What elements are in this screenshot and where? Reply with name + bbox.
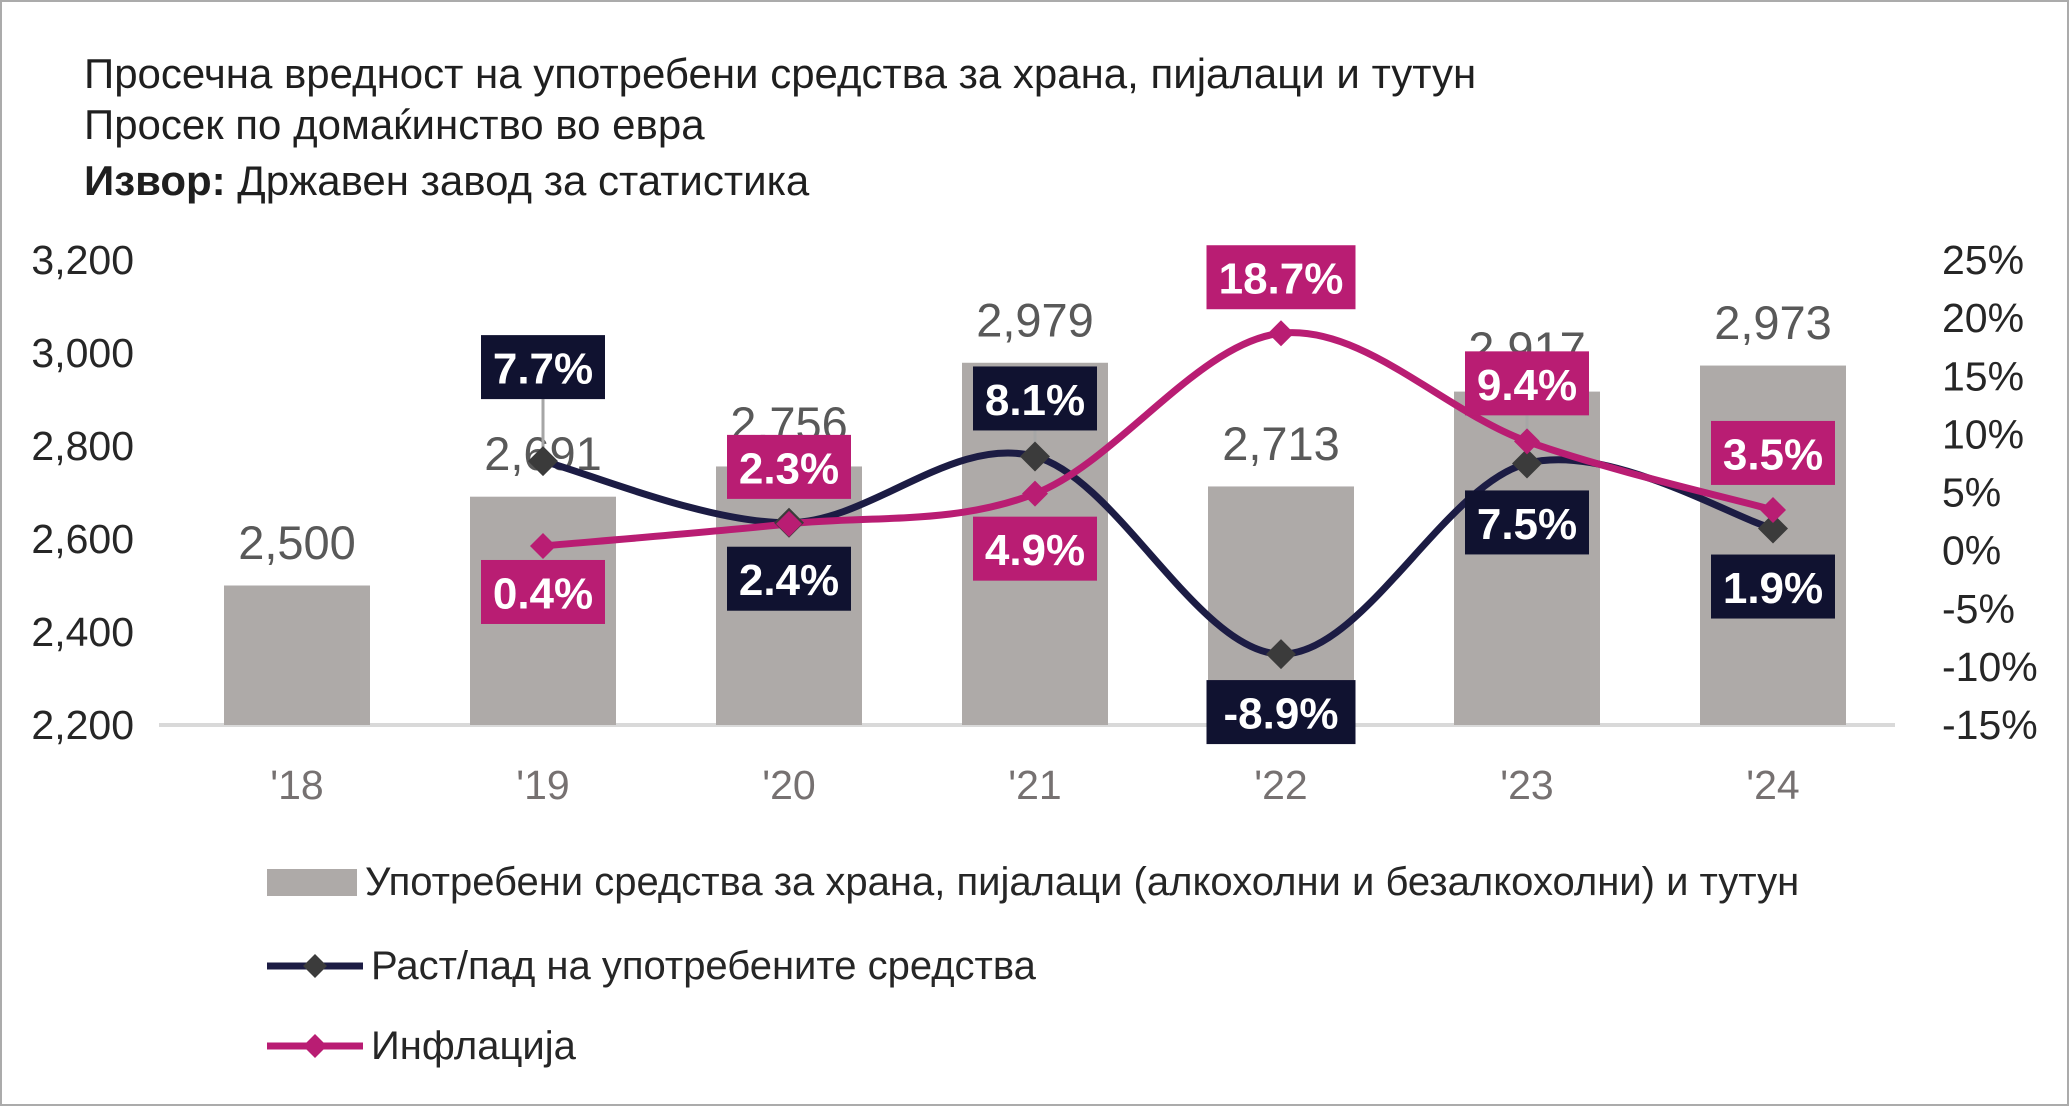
x-axis-category-label: '20	[762, 762, 815, 808]
growth-label-box-22	[1206, 680, 1356, 745]
bar-23	[1454, 391, 1600, 725]
left-axis-tick-label: 2,600	[31, 516, 134, 562]
legend-label-bar-series: Употребени средства за храна, пијалаци (…	[365, 859, 1800, 904]
inflation-label-box-21	[973, 516, 1097, 581]
bar-19	[470, 496, 616, 725]
right-axis-tick-label: 25%	[1942, 237, 2024, 283]
growth-label-text: -8.9%	[1224, 690, 1339, 739]
bar-24	[1700, 365, 1846, 725]
inflation-marker-20	[776, 510, 802, 537]
bar-20	[716, 466, 862, 725]
growth-marker-22	[1266, 639, 1296, 670]
left-axis-tick-label: 2,800	[31, 423, 134, 469]
inflation-label-text: 0.4%	[493, 569, 593, 618]
growth-line	[539, 449, 1777, 658]
legend-label-inflation-line: Инфлација	[371, 1023, 576, 1068]
inflation-line	[539, 329, 1777, 550]
bar-value-label: 2,713	[1222, 417, 1340, 470]
x-axis-category-label: '23	[1500, 762, 1553, 808]
right-axis-tick-label: -5%	[1942, 586, 2015, 632]
bar-21	[962, 362, 1108, 725]
source-label: Извор:	[84, 157, 226, 204]
inflation-label-box-22	[1206, 245, 1356, 310]
growth-marker-23	[1512, 448, 1542, 479]
right-axis-tick-label: 0%	[1942, 528, 2001, 574]
growth-label-text: 2.4%	[739, 556, 839, 605]
bar-value-label: 2,756	[730, 397, 848, 450]
right-axis-tick-label: 15%	[1942, 353, 2024, 399]
legend-item-bar-series: Употребени средства за храна, пијалаци (…	[267, 858, 1799, 906]
x-axis-category-label: '24	[1746, 762, 1799, 808]
chart-title: Просечна вредност на употребени средства…	[84, 50, 1477, 97]
left-axis-tick-label: 2,200	[31, 702, 134, 748]
bar-value-label: 2,691	[484, 427, 602, 480]
growth-label-text: 8.1%	[985, 376, 1085, 425]
growth-label-box-21	[973, 366, 1097, 431]
inflation-marker-19	[530, 532, 556, 559]
inflation-label-text: 2.3%	[739, 444, 839, 493]
bar-value-label: 2,917	[1468, 322, 1586, 375]
growth-label-box-19	[481, 335, 605, 400]
growth-label-box-24	[1711, 554, 1835, 619]
inflation-label-box-23	[1465, 351, 1589, 416]
inflation-marker-23	[1514, 428, 1540, 455]
legend-item-growth-line: Раст/пад на употребените средства	[267, 942, 1036, 990]
x-axis-category-label: '21	[1008, 762, 1061, 808]
bar-value-label: 2,979	[976, 293, 1094, 346]
growth-label-text: 1.9%	[1723, 564, 1823, 613]
legend-item-inflation-line: Инфлација	[267, 1022, 576, 1070]
growth-line-swatch-icon	[267, 954, 363, 978]
growth-marker-21	[1020, 441, 1050, 472]
x-axis-category-label: '18	[270, 762, 323, 808]
right-axis-tick-label: -10%	[1942, 644, 2038, 690]
left-axis-tick-label: 2,400	[31, 609, 134, 655]
growth-marker-24	[1758, 513, 1788, 544]
right-axis-tick-label: -15%	[1942, 702, 2038, 748]
inflation-label-text: 4.9%	[985, 526, 1085, 575]
right-axis-tick-label: 10%	[1942, 411, 2024, 457]
inflation-label-text: 18.7%	[1219, 255, 1344, 304]
inflation-label-box-24	[1711, 420, 1835, 485]
growth-marker-20	[774, 507, 804, 538]
growth-label-text: 7.7%	[493, 345, 593, 394]
right-axis-tick-label: 20%	[1942, 295, 2024, 341]
chart-header: Просечна вредност на употребени средства…	[84, 48, 1476, 206]
legend-label-growth-line: Раст/пад на употребените средства	[371, 943, 1036, 988]
chart-source: Извор: Државен завод за статистика	[84, 155, 1476, 206]
bar-value-label: 2,500	[238, 516, 356, 569]
x-axis-category-label: '19	[516, 762, 569, 808]
inflation-label-box-19	[481, 559, 605, 624]
growth-label-box-20	[727, 546, 851, 611]
inflation-marker-22	[1268, 320, 1294, 347]
left-axis-tick-label: 3,200	[31, 237, 134, 283]
x-axis-category-label: '22	[1254, 762, 1307, 808]
growth-label-text: 7.5%	[1477, 500, 1577, 549]
growth-marker-19	[528, 446, 558, 477]
inflation-label-text: 3.5%	[1723, 430, 1823, 479]
inflation-marker-24	[1760, 496, 1786, 523]
source-text: Државен завод за статистика	[225, 157, 810, 204]
chart-subtitle: Просек по домаќинство во евра	[84, 101, 705, 148]
left-axis-tick-label: 3,000	[31, 330, 134, 376]
inflation-label-text: 9.4%	[1477, 361, 1577, 410]
right-axis-tick-label: 5%	[1942, 470, 2001, 516]
inflation-marker-21	[1022, 480, 1048, 507]
inflation-label-box-20	[727, 434, 851, 499]
inflation-line-swatch-icon	[267, 1034, 363, 1058]
bar-22	[1208, 486, 1354, 725]
bar-value-label: 2,973	[1714, 296, 1832, 349]
growth-label-box-23	[1465, 490, 1589, 555]
bar-18	[224, 585, 370, 725]
bar-series-swatch-icon	[267, 868, 357, 896]
